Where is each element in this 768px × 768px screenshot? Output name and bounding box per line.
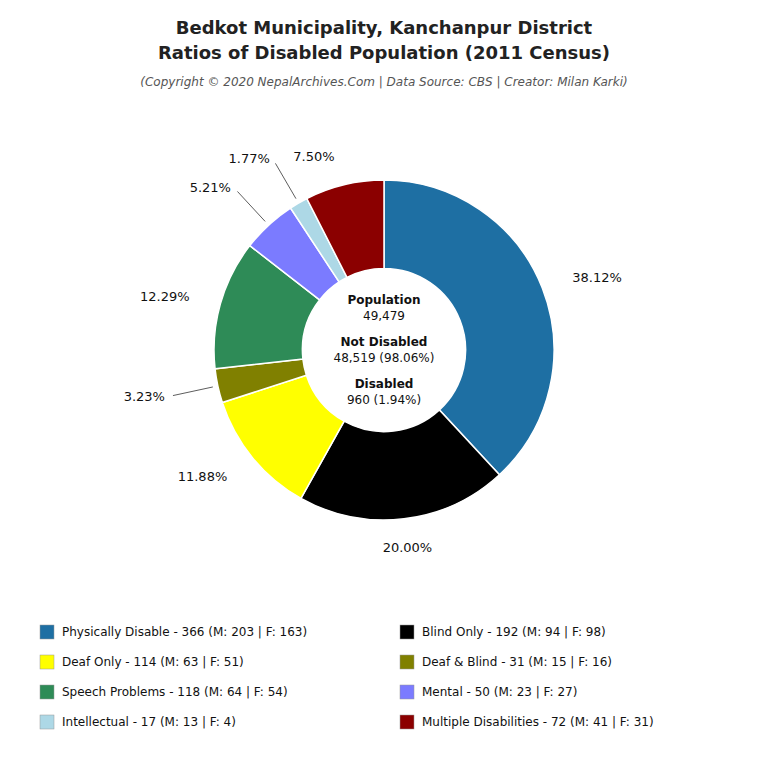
leader-line (237, 191, 265, 221)
data-labels: 38.12% 20.00% 11.88% 3.23% 12.29% 5.21% 1.77% 7… (124, 149, 622, 555)
center-text: 48,519 (98.06%) (334, 351, 435, 365)
center-text: Not Disabled (341, 335, 428, 349)
center-text: Disabled (355, 377, 414, 391)
legend-label: Mental - 50 (M: 23 | F: 27) (422, 685, 577, 699)
legend-label: Speech Problems - 118 (M: 64 | F: 54) (62, 685, 288, 699)
data-label: 20.00% (383, 540, 433, 555)
data-label: 11.88% (178, 469, 228, 484)
legend-label: Blind Only - 192 (M: 94 | F: 98) (422, 625, 606, 639)
legend-label: Multiple Disabilities - 72 (M: 41 | F: 3… (422, 715, 654, 729)
data-label: 3.23% (124, 389, 165, 404)
legend-label: Deaf & Blind - 31 (M: 15 | F: 16) (422, 655, 612, 669)
legend-swatch (40, 715, 54, 729)
legend: Physically Disable - 366 (M: 203 | F: 16… (40, 625, 654, 729)
center-text: 49,479 (363, 309, 405, 323)
legend-label: Deaf Only - 114 (M: 63 | F: 51) (62, 655, 244, 669)
legend-swatch (40, 655, 54, 669)
leader-line (173, 387, 213, 396)
center-text: 960 (1.94%) (347, 393, 421, 407)
legend-label: Physically Disable - 366 (M: 203 | F: 16… (62, 625, 307, 639)
subtitle: (Copyright © 2020 NepalArchives.Com | Da… (140, 75, 627, 89)
data-label: 7.50% (293, 149, 334, 164)
chart: Bedkot Municipality, Kanchanpur District… (0, 0, 768, 768)
center-text: Population (347, 293, 420, 307)
data-label: 1.77% (229, 151, 270, 166)
title: Ratios of Disabled Population (2011 Cens… (158, 42, 610, 63)
legend-label: Intellectual - 17 (M: 13 | F: 4) (62, 715, 236, 729)
donut (214, 180, 554, 520)
data-label: 12.29% (140, 289, 190, 304)
legend-swatch (40, 625, 54, 639)
leader-line (275, 163, 296, 198)
data-label: 38.12% (572, 270, 622, 285)
legend-swatch (40, 685, 54, 699)
wedge (307, 180, 384, 277)
data-label: 5.21% (190, 180, 231, 195)
title: Bedkot Municipality, Kanchanpur District (176, 17, 593, 38)
legend-swatch (400, 655, 414, 669)
legend-swatch (400, 625, 414, 639)
legend-swatch (400, 715, 414, 729)
legend-swatch (400, 685, 414, 699)
